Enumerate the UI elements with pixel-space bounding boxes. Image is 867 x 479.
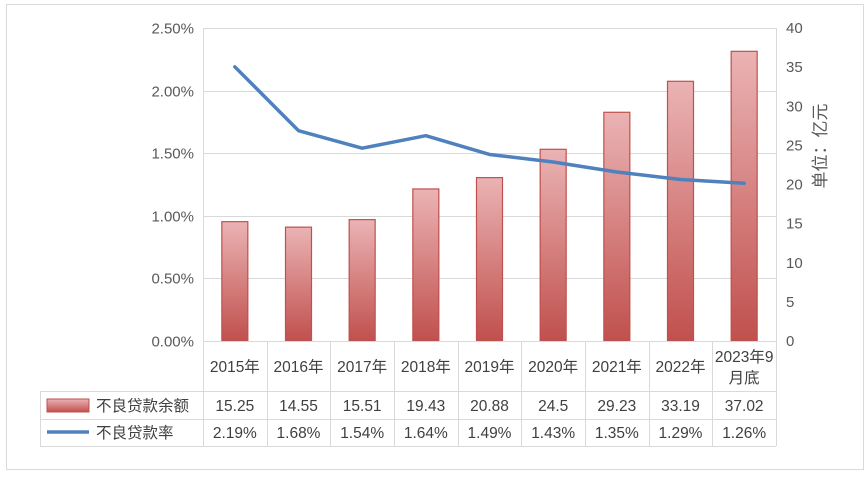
y-left-tick-label: 1.50% bbox=[151, 146, 194, 163]
y-right-tick-label: 25 bbox=[786, 137, 803, 154]
y-left-tick-label: 2.50% bbox=[151, 21, 194, 38]
y-left-tick-label: 0.50% bbox=[151, 271, 194, 288]
data-label-balance: 19.43 bbox=[406, 398, 445, 415]
legend-label-balance: 不良贷款余额 bbox=[96, 396, 190, 415]
bar-nonperforming-balance bbox=[603, 111, 631, 342]
data-label-balance: 24.5 bbox=[538, 398, 568, 415]
bar-nonperforming-balance bbox=[284, 226, 313, 342]
x-category-label: 2020年 bbox=[528, 358, 578, 376]
x-category-label: 2015年 bbox=[210, 358, 260, 376]
y-right-tick-label: 0 bbox=[786, 333, 794, 350]
x-category-label: 2023年9 bbox=[715, 348, 774, 366]
line-nonperforming-ratio bbox=[233, 65, 746, 185]
y-right-tick-label: 15 bbox=[786, 216, 803, 233]
chart-border bbox=[6, 4, 864, 470]
x-category-label: 2016年 bbox=[274, 358, 324, 376]
data-label-ratio: 1.26% bbox=[722, 425, 766, 442]
data-label-balance: 20.88 bbox=[470, 398, 509, 415]
x-category-label: 2021年 bbox=[592, 358, 642, 376]
bar-nonperforming-balance bbox=[475, 177, 504, 342]
legend-label-ratio: 不良贷款率 bbox=[96, 424, 174, 442]
y-right-tick-label: 35 bbox=[786, 59, 803, 76]
bar-nonperforming-balance bbox=[348, 219, 376, 342]
data-label-balance: 37.02 bbox=[725, 398, 764, 415]
bar-nonperforming-balance bbox=[412, 188, 440, 342]
y-left-tick-label: 1.00% bbox=[151, 209, 194, 226]
y-left-tick-label: 0.00% bbox=[151, 334, 194, 351]
data-label-ratio: 2.19% bbox=[213, 425, 257, 442]
y-right-tick-label: 5 bbox=[786, 294, 794, 311]
bar-nonperforming-balance bbox=[730, 50, 758, 342]
data-label-balance: 15.25 bbox=[215, 398, 254, 415]
y-right-tick-label: 10 bbox=[786, 255, 803, 272]
data-label-ratio: 1.68% bbox=[277, 425, 321, 442]
data-label-balance: 14.55 bbox=[279, 398, 318, 415]
bar-nonperforming-balance bbox=[666, 80, 695, 342]
legend-key-bar bbox=[46, 398, 90, 413]
data-label-ratio: 1.43% bbox=[531, 425, 575, 442]
x-category-label: 2018年 bbox=[401, 358, 451, 376]
x-category-label: 2022年 bbox=[656, 358, 706, 376]
y-right-axis-title: 单位：亿元 bbox=[811, 104, 830, 189]
data-label-ratio: 1.29% bbox=[659, 425, 703, 442]
x-category-label: 月底 bbox=[729, 369, 760, 387]
y-right-tick-label: 40 bbox=[786, 20, 803, 37]
data-label-balance: 29.23 bbox=[597, 398, 636, 415]
data-label-ratio: 1.49% bbox=[468, 425, 512, 442]
data-label-ratio: 1.64% bbox=[404, 425, 448, 442]
y-left-tick-label: 2.00% bbox=[151, 84, 194, 101]
y-right-tick-label: 20 bbox=[786, 177, 803, 194]
data-label-ratio: 1.54% bbox=[340, 425, 384, 442]
bar-nonperforming-balance bbox=[539, 148, 567, 342]
x-category-label: 2017年 bbox=[337, 358, 387, 376]
data-label-ratio: 1.35% bbox=[595, 425, 639, 442]
bar-nonperforming-balance bbox=[221, 221, 249, 342]
y-right-tick-label: 30 bbox=[786, 98, 803, 115]
data-label-balance: 33.19 bbox=[661, 398, 700, 415]
data-label-balance: 15.51 bbox=[343, 398, 382, 415]
x-category-label: 2019年 bbox=[465, 358, 515, 376]
